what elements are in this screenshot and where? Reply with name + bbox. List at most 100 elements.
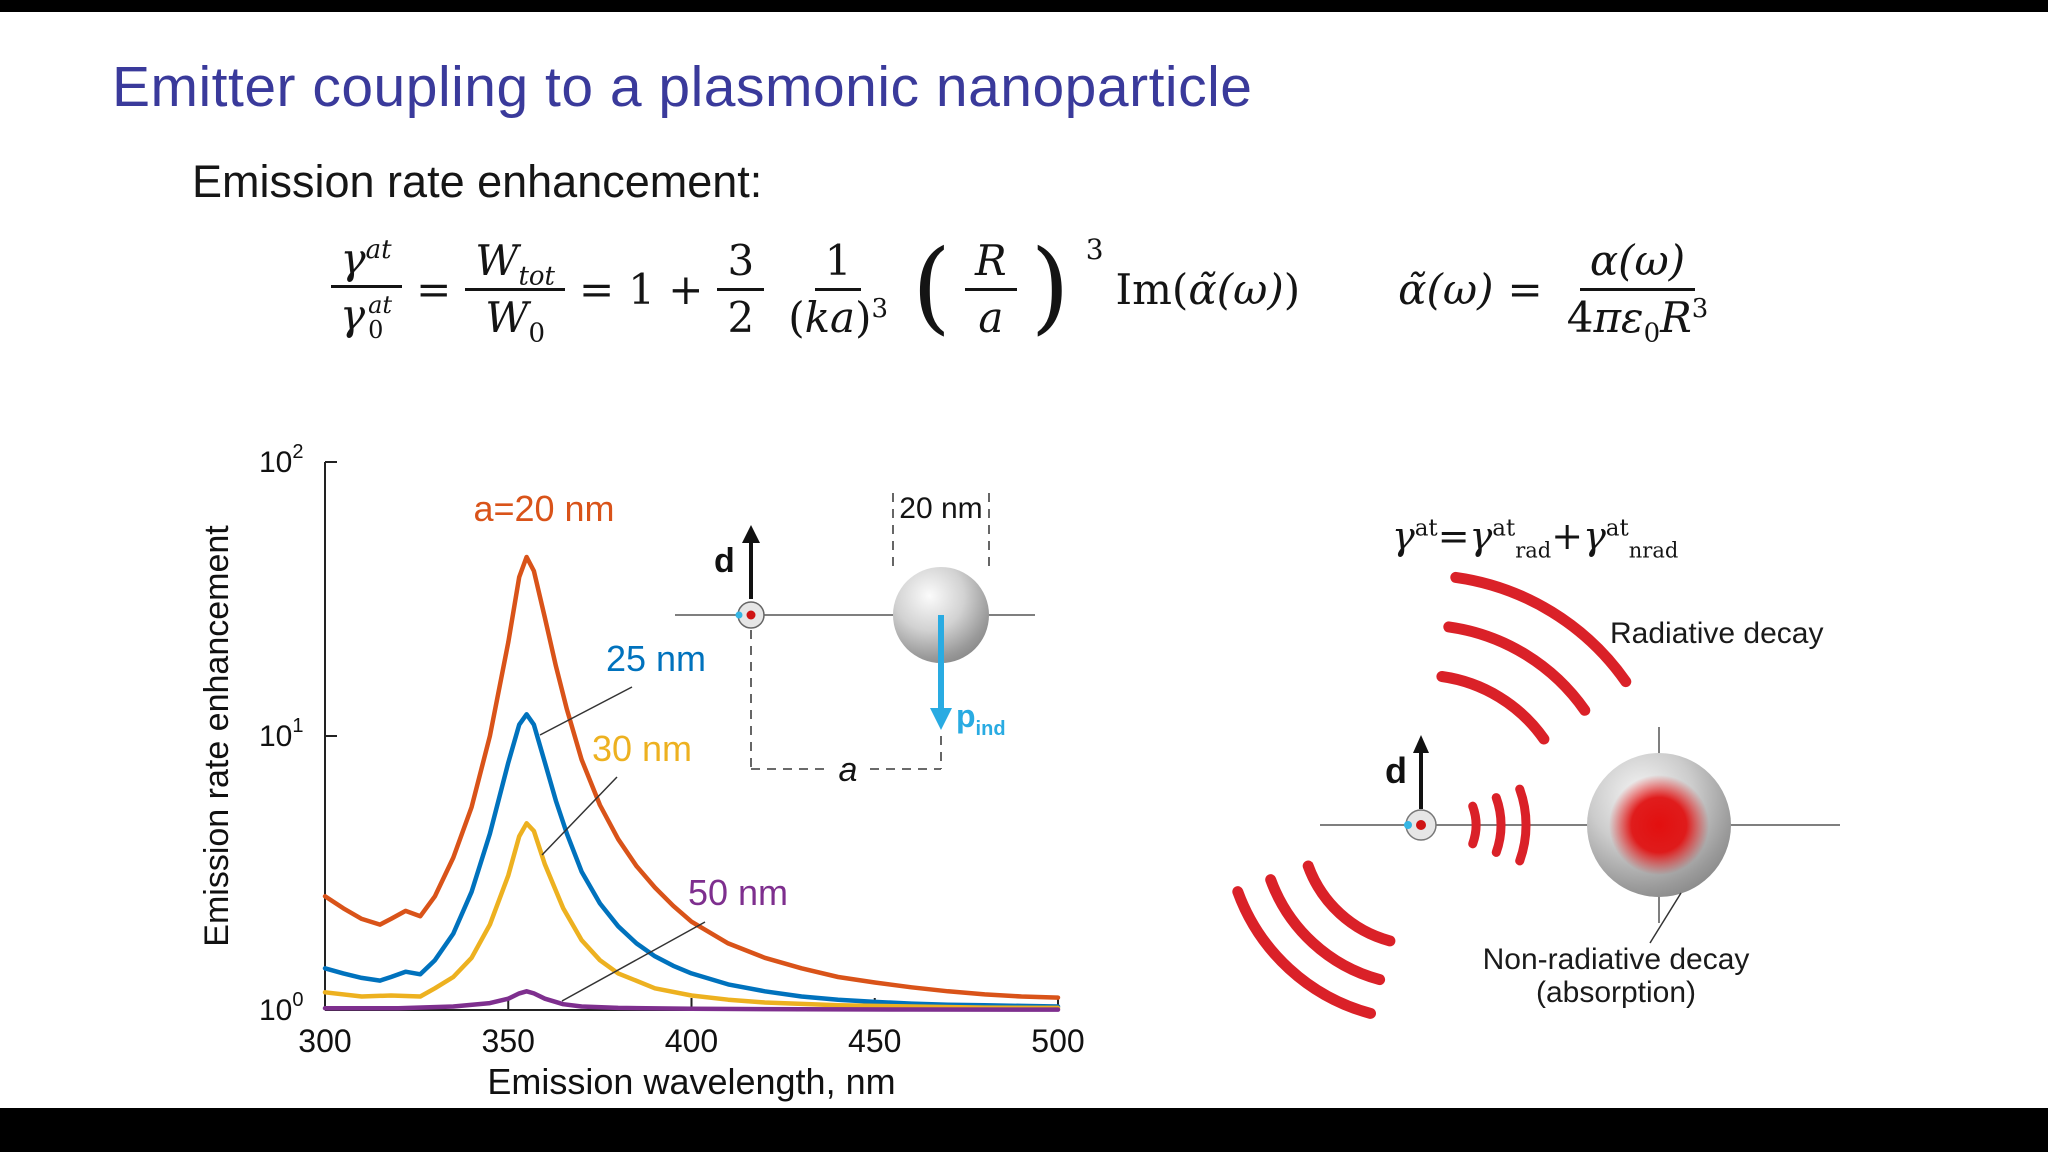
superscript-at: at — [1605, 515, 1629, 542]
superscript-at: at — [368, 290, 393, 319]
section-subtitle: Emission rate enhancement: — [192, 156, 763, 207]
exponent-3: 3 — [1085, 232, 1104, 266]
superscript-at: at — [1492, 515, 1516, 542]
radiative-waves-lower-icon — [1232, 860, 1396, 1019]
dipole-nanoparticle-inset: 20 nm a pind d — [675, 492, 1035, 789]
ka-symbol: ka — [804, 292, 856, 342]
wave-arc — [1302, 860, 1396, 947]
x-tick-label: 500 — [1031, 1023, 1084, 1059]
letterbox-top — [0, 0, 2048, 12]
im-suffix: ) — [1283, 264, 1301, 314]
gamma-symbol: γ — [340, 289, 366, 339]
x-tick-label: 450 — [848, 1023, 901, 1059]
series-line-0 — [322, 554, 1061, 1000]
nonradiative-leader-line — [1649, 892, 1682, 944]
plus-sign: + — [1551, 514, 1584, 558]
absorption-red-core — [1609, 775, 1709, 875]
superscript-at: at — [1414, 515, 1438, 542]
curve-label-3: 50 nm — [688, 872, 788, 913]
W-symbol: W — [475, 236, 519, 286]
series-line-2 — [322, 821, 1061, 1011]
x-tick-label: 300 — [298, 1023, 351, 1059]
emission-rate-chart: 300 350 400 450 500 100 101 102 a=20 nm 25 nm 30 n… — [198, 441, 1085, 1102]
ind-subscript: ind — [976, 718, 1006, 740]
equals-sign: = — [416, 264, 452, 314]
alpha-omega: α(ω) — [1579, 237, 1696, 291]
subscript-zero: 0 — [1643, 317, 1661, 348]
curve-label-0: a=20 nm — [473, 488, 614, 529]
alpha-tilde-arg: α̃(ω) — [1188, 264, 1284, 314]
math-token: (ka)3 — [778, 291, 898, 341]
main-equation: γat γ at 0 = Wtot W0 = 1 + 3 2 1 (ka)3 ( R… — [330, 214, 1718, 364]
exponent-3: 3 — [871, 293, 889, 324]
dipole-d-label: d — [1385, 750, 1407, 791]
gamma-symbol: γ — [1469, 514, 1493, 558]
emitter-red-dot — [1416, 820, 1426, 830]
dipole-d-label: d — [714, 542, 735, 580]
math-token: γ at 0 — [330, 288, 402, 343]
curve-label-1: 25 nm — [606, 638, 706, 679]
wave-arc — [1468, 801, 1481, 849]
R-symbol: R — [965, 237, 1017, 291]
subscript-zero: 0 — [368, 315, 384, 344]
ka-fraction: 1 (ka)3 — [778, 237, 898, 340]
nonradiative-decay-label: Non-radiative decay — [1483, 943, 1750, 976]
distance-a-label: a — [839, 751, 858, 789]
math-token: 3 — [717, 237, 765, 291]
dipole-arrowhead — [742, 525, 760, 543]
a-symbol: a — [978, 292, 1004, 342]
emitter-cyan-dot — [735, 611, 743, 619]
wave-arc — [1515, 784, 1531, 866]
radiative-waves-icon — [1436, 571, 1632, 745]
wave-arc — [1450, 571, 1632, 688]
math-token: 1 — [814, 237, 862, 291]
absorption-label: (absorption) — [1536, 976, 1696, 1009]
paren: ) — [855, 292, 872, 342]
annotation-leader-1 — [539, 686, 633, 736]
wave-arc — [1436, 671, 1550, 745]
letterbox-bottom — [0, 1108, 2048, 1152]
sphere-diameter-label: 20 nm — [899, 492, 982, 525]
dipole-arrowhead — [1413, 735, 1429, 753]
decay-rate-equation: γat=γatrad+γatnrad — [1392, 514, 1678, 563]
exponent-3: 3 — [1691, 293, 1709, 324]
decay-channels-diagram: d Radiative decay Non-radiative decay (a… — [1232, 571, 1840, 1019]
equals-sign: = — [1507, 264, 1543, 314]
superscript-at: at — [365, 234, 392, 265]
near-field-waves-icon — [1468, 784, 1531, 866]
equals-sign: = — [579, 264, 615, 314]
wave-arc — [1265, 874, 1386, 986]
pi-epsilon: πε — [1593, 292, 1644, 342]
subscript-zero: 0 — [528, 317, 545, 348]
alpha-tilde-lhs: α̃(ω) — [1398, 264, 1494, 314]
emitter-cyan-dot — [1404, 821, 1412, 829]
power-ratio-fraction: Wtot W0 — [465, 236, 565, 346]
page-title: Emitter coupling to a plasmonic nanopart… — [112, 55, 1253, 119]
im-prefix: Im( — [1115, 264, 1189, 314]
wave-arc — [1232, 886, 1376, 1019]
series-line-1 — [322, 712, 1061, 1009]
x-tick-label: 350 — [482, 1023, 535, 1059]
gamma-symbol: γ — [1583, 514, 1606, 558]
induced-dipole-arrowhead — [930, 708, 952, 730]
R-symbol: R — [1660, 292, 1692, 342]
equals-sign: = — [1437, 514, 1470, 558]
y-axis-title: Emission rate enhancement — [198, 525, 236, 947]
annotation-leader-2 — [541, 776, 618, 856]
curve-label-2: 30 nm — [592, 728, 692, 769]
radiative-decay-label: Radiative decay — [1610, 617, 1823, 650]
subscript-tot: tot — [518, 261, 555, 292]
series-line-3 — [322, 989, 1061, 1012]
polarizability-fraction: α(ω) 4πε0R3 — [1557, 237, 1719, 345]
emitter-red-dot — [746, 610, 756, 620]
four: 4 — [1566, 292, 1594, 342]
math-token: γat — [330, 233, 402, 288]
W-symbol: W — [485, 292, 529, 342]
three-halves-fraction: 3 2 — [717, 237, 765, 341]
math-token: 4πε0R3 — [1557, 291, 1719, 345]
wave-arc — [1443, 621, 1591, 716]
math-token: W0 — [475, 291, 555, 345]
plot-layer: 300 350 400 450 500 100 101 102 a=20 nm 25 nm 30 n… — [198, 441, 1085, 1102]
gamma-symbol: γ — [1392, 514, 1415, 558]
gamma-symbol: γ — [340, 233, 366, 283]
